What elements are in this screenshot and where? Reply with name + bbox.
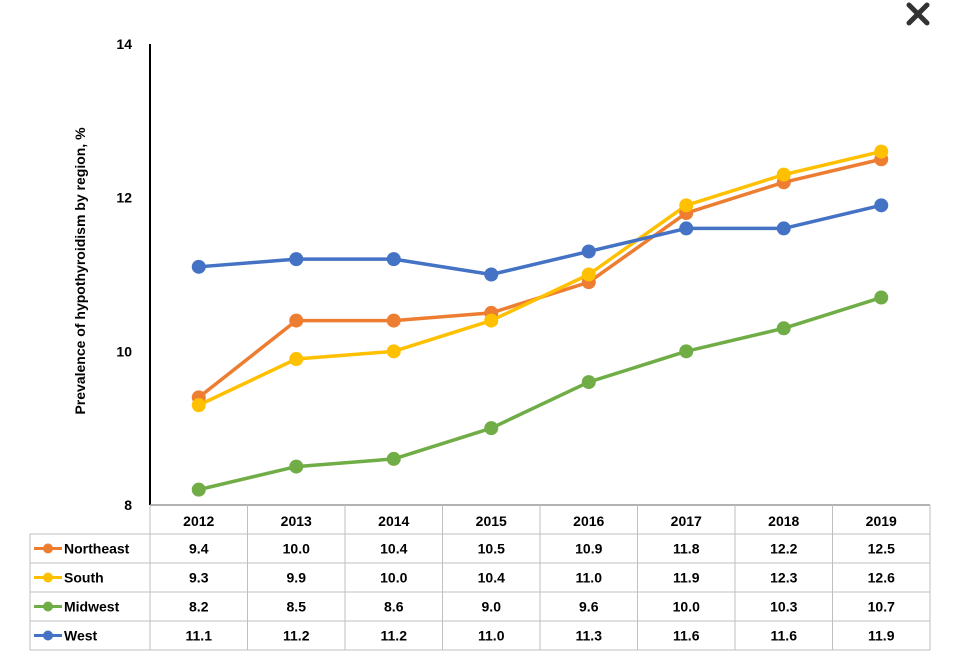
- table-cell: 11.0: [478, 628, 505, 644]
- series-line-south: [198, 149, 882, 407]
- data-point-south: [776, 167, 791, 182]
- data-point-northeast: [386, 313, 401, 328]
- data-point-midwest: [191, 482, 206, 497]
- data-point-midwest: [484, 421, 499, 436]
- table-cell: 9.0: [482, 599, 502, 615]
- table-cell: 10.5: [478, 541, 505, 557]
- data-point-midwest: [776, 321, 791, 336]
- table-cell: 11.0: [576, 570, 603, 586]
- table-cell: 11.1: [186, 628, 213, 644]
- data-point-midwest: [874, 290, 889, 305]
- table-cell: 12.5: [868, 541, 895, 557]
- data-point-west: [776, 221, 791, 236]
- table-cell: 8.2: [189, 599, 209, 615]
- table-cell: 8.6: [384, 599, 404, 615]
- table-cell: 11.6: [673, 628, 700, 644]
- series-layer: [191, 144, 889, 497]
- data-point-south: [289, 352, 304, 367]
- x-tick-label: 2016: [573, 513, 604, 529]
- x-tick-label: 2013: [281, 513, 312, 529]
- table-cell: 10.4: [380, 541, 407, 557]
- table-cell: 9.6: [579, 599, 599, 615]
- table-cell: 10.3: [770, 599, 797, 615]
- data-point-west: [289, 252, 304, 267]
- y-tick-label: 14: [116, 36, 132, 52]
- legend-key-marker: [43, 601, 53, 612]
- table-cell: 10.4: [478, 570, 505, 586]
- data-point-south: [679, 198, 694, 213]
- table-cell: 10.7: [868, 599, 895, 615]
- table-cell: 11.6: [771, 628, 798, 644]
- x-tick-label: 2017: [671, 513, 702, 529]
- table-cell: 10.0: [673, 599, 700, 615]
- table-cell: 9.9: [287, 570, 307, 586]
- table-cell: 11.8: [673, 541, 700, 557]
- table-cell: 11.2: [381, 628, 408, 644]
- series-line-west: [198, 203, 882, 277]
- table-cell: 10.0: [283, 541, 310, 557]
- data-point-west: [581, 244, 596, 259]
- table-cell: 9.4: [189, 541, 209, 557]
- legend-label: Midwest: [64, 599, 120, 615]
- x-tick-label: 2012: [183, 513, 214, 529]
- table-cell: 10.0: [380, 570, 407, 586]
- y-axis-title: Prevalence of hypothyroidism by region, …: [72, 127, 88, 415]
- data-point-midwest: [289, 459, 304, 474]
- data-point-midwest: [581, 375, 596, 390]
- table-cell: 11.9: [673, 570, 700, 586]
- table-cell: 11.3: [576, 628, 603, 644]
- y-tick-label: 12: [116, 190, 132, 206]
- data-table: 2012 2013 2014 2015 2016 2017 2018 2019 Northeas…: [29, 505, 931, 651]
- legend-label: Northeast: [64, 541, 130, 557]
- y-tick-label: 10: [116, 343, 132, 359]
- data-point-midwest: [386, 451, 401, 466]
- table-cell: 8.5: [287, 599, 307, 615]
- data-point-northeast: [289, 313, 304, 328]
- data-point-south: [874, 144, 889, 159]
- x-tick-label: 2019: [866, 513, 897, 529]
- data-point-west: [386, 252, 401, 267]
- legend-key-marker: [43, 572, 53, 583]
- table-cell: 12.3: [770, 570, 797, 586]
- x-tick-label: 2015: [476, 513, 507, 529]
- legend-key-marker: [43, 543, 53, 554]
- legend-label: South: [64, 570, 104, 586]
- table-cell: 12.2: [770, 541, 797, 557]
- series-line-midwest: [198, 295, 882, 492]
- table-cell: 9.3: [189, 570, 209, 586]
- y-tick-label: 8: [124, 497, 132, 513]
- x-tick-label: 2014: [378, 513, 409, 529]
- data-point-midwest: [679, 344, 694, 359]
- axes-layer: 8 10 12 14: [116, 36, 930, 513]
- table-cell: 12.6: [868, 570, 895, 586]
- legend-key-marker: [43, 630, 53, 641]
- data-point-south: [191, 398, 206, 413]
- data-point-south: [386, 344, 401, 359]
- data-point-south: [484, 313, 499, 328]
- table-cell: 11.9: [868, 628, 895, 644]
- data-point-west: [874, 198, 889, 213]
- table-cell: 11.2: [283, 628, 310, 644]
- data-point-west: [191, 259, 206, 274]
- table-cell: 10.9: [575, 541, 602, 557]
- data-point-west: [484, 267, 499, 282]
- data-point-west: [679, 221, 694, 236]
- data-point-south: [581, 267, 596, 282]
- x-tick-label: 2018: [768, 513, 799, 529]
- legend-label: West: [64, 628, 98, 644]
- close-icon[interactable]: [902, 0, 934, 32]
